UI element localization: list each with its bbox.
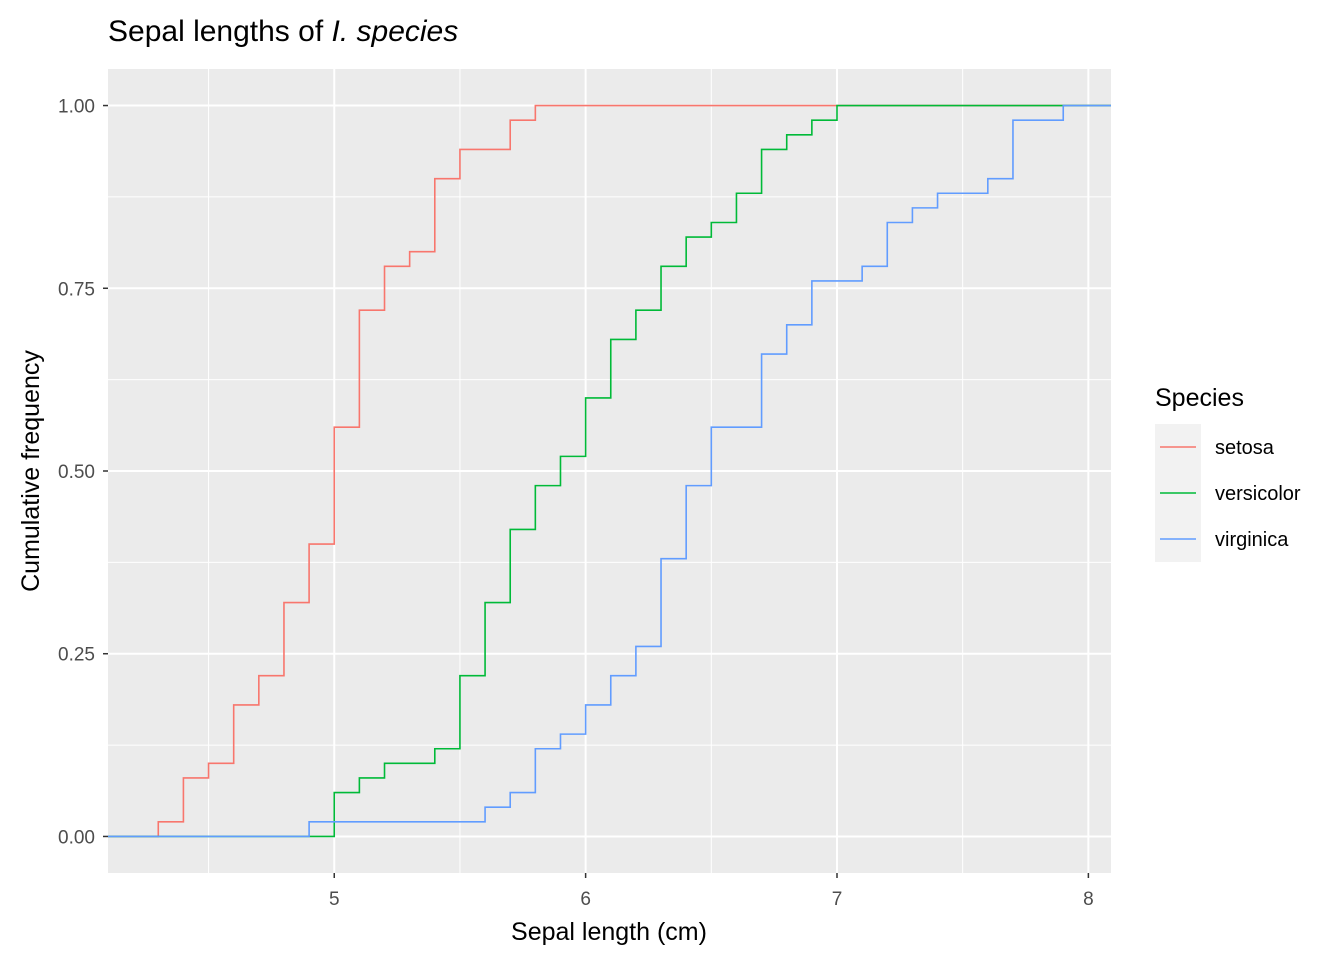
x-tick-label: 6 — [580, 889, 591, 910]
y-tick-label: 0.50 — [58, 462, 95, 483]
series-line-versicolor — [108, 104, 1111, 838]
legend: Species setosa versicolor virginica — [1155, 384, 1301, 562]
y-tick-label: 0.75 — [58, 279, 95, 300]
x-axis-title: Sepal length (cm) — [511, 918, 707, 946]
x-tick-label: 8 — [1083, 889, 1094, 910]
chart-title-italic: I. species — [332, 15, 459, 48]
y-axis-title: Cumulative frequency — [17, 350, 45, 592]
series-line-setosa — [108, 104, 1111, 838]
chart-title-prefix: Sepal lengths of — [108, 15, 332, 48]
legend-title: Species — [1155, 384, 1244, 412]
legend-label-setosa: setosa — [1215, 437, 1275, 459]
series-lines — [108, 104, 1111, 838]
x-axis: 5 6 7 8 — [329, 873, 1094, 910]
chart-title: Sepal lengths of I. species — [108, 15, 458, 48]
legend-label-versicolor: versicolor — [1215, 483, 1301, 505]
grid-major — [108, 69, 1111, 873]
y-tick-label: 0.00 — [58, 827, 95, 848]
x-tick-label: 7 — [832, 889, 843, 910]
legend-items: setosa versicolor virginica — [1155, 424, 1301, 562]
y-tick-label: 0.25 — [58, 645, 95, 666]
x-tick-label: 5 — [329, 889, 340, 910]
y-tick-label: 1.00 — [58, 97, 95, 118]
y-axis: 0.00 0.25 0.50 0.75 1.00 — [58, 97, 108, 848]
series-line-virginica — [108, 104, 1111, 838]
legend-label-virginica: virginica — [1215, 529, 1289, 551]
